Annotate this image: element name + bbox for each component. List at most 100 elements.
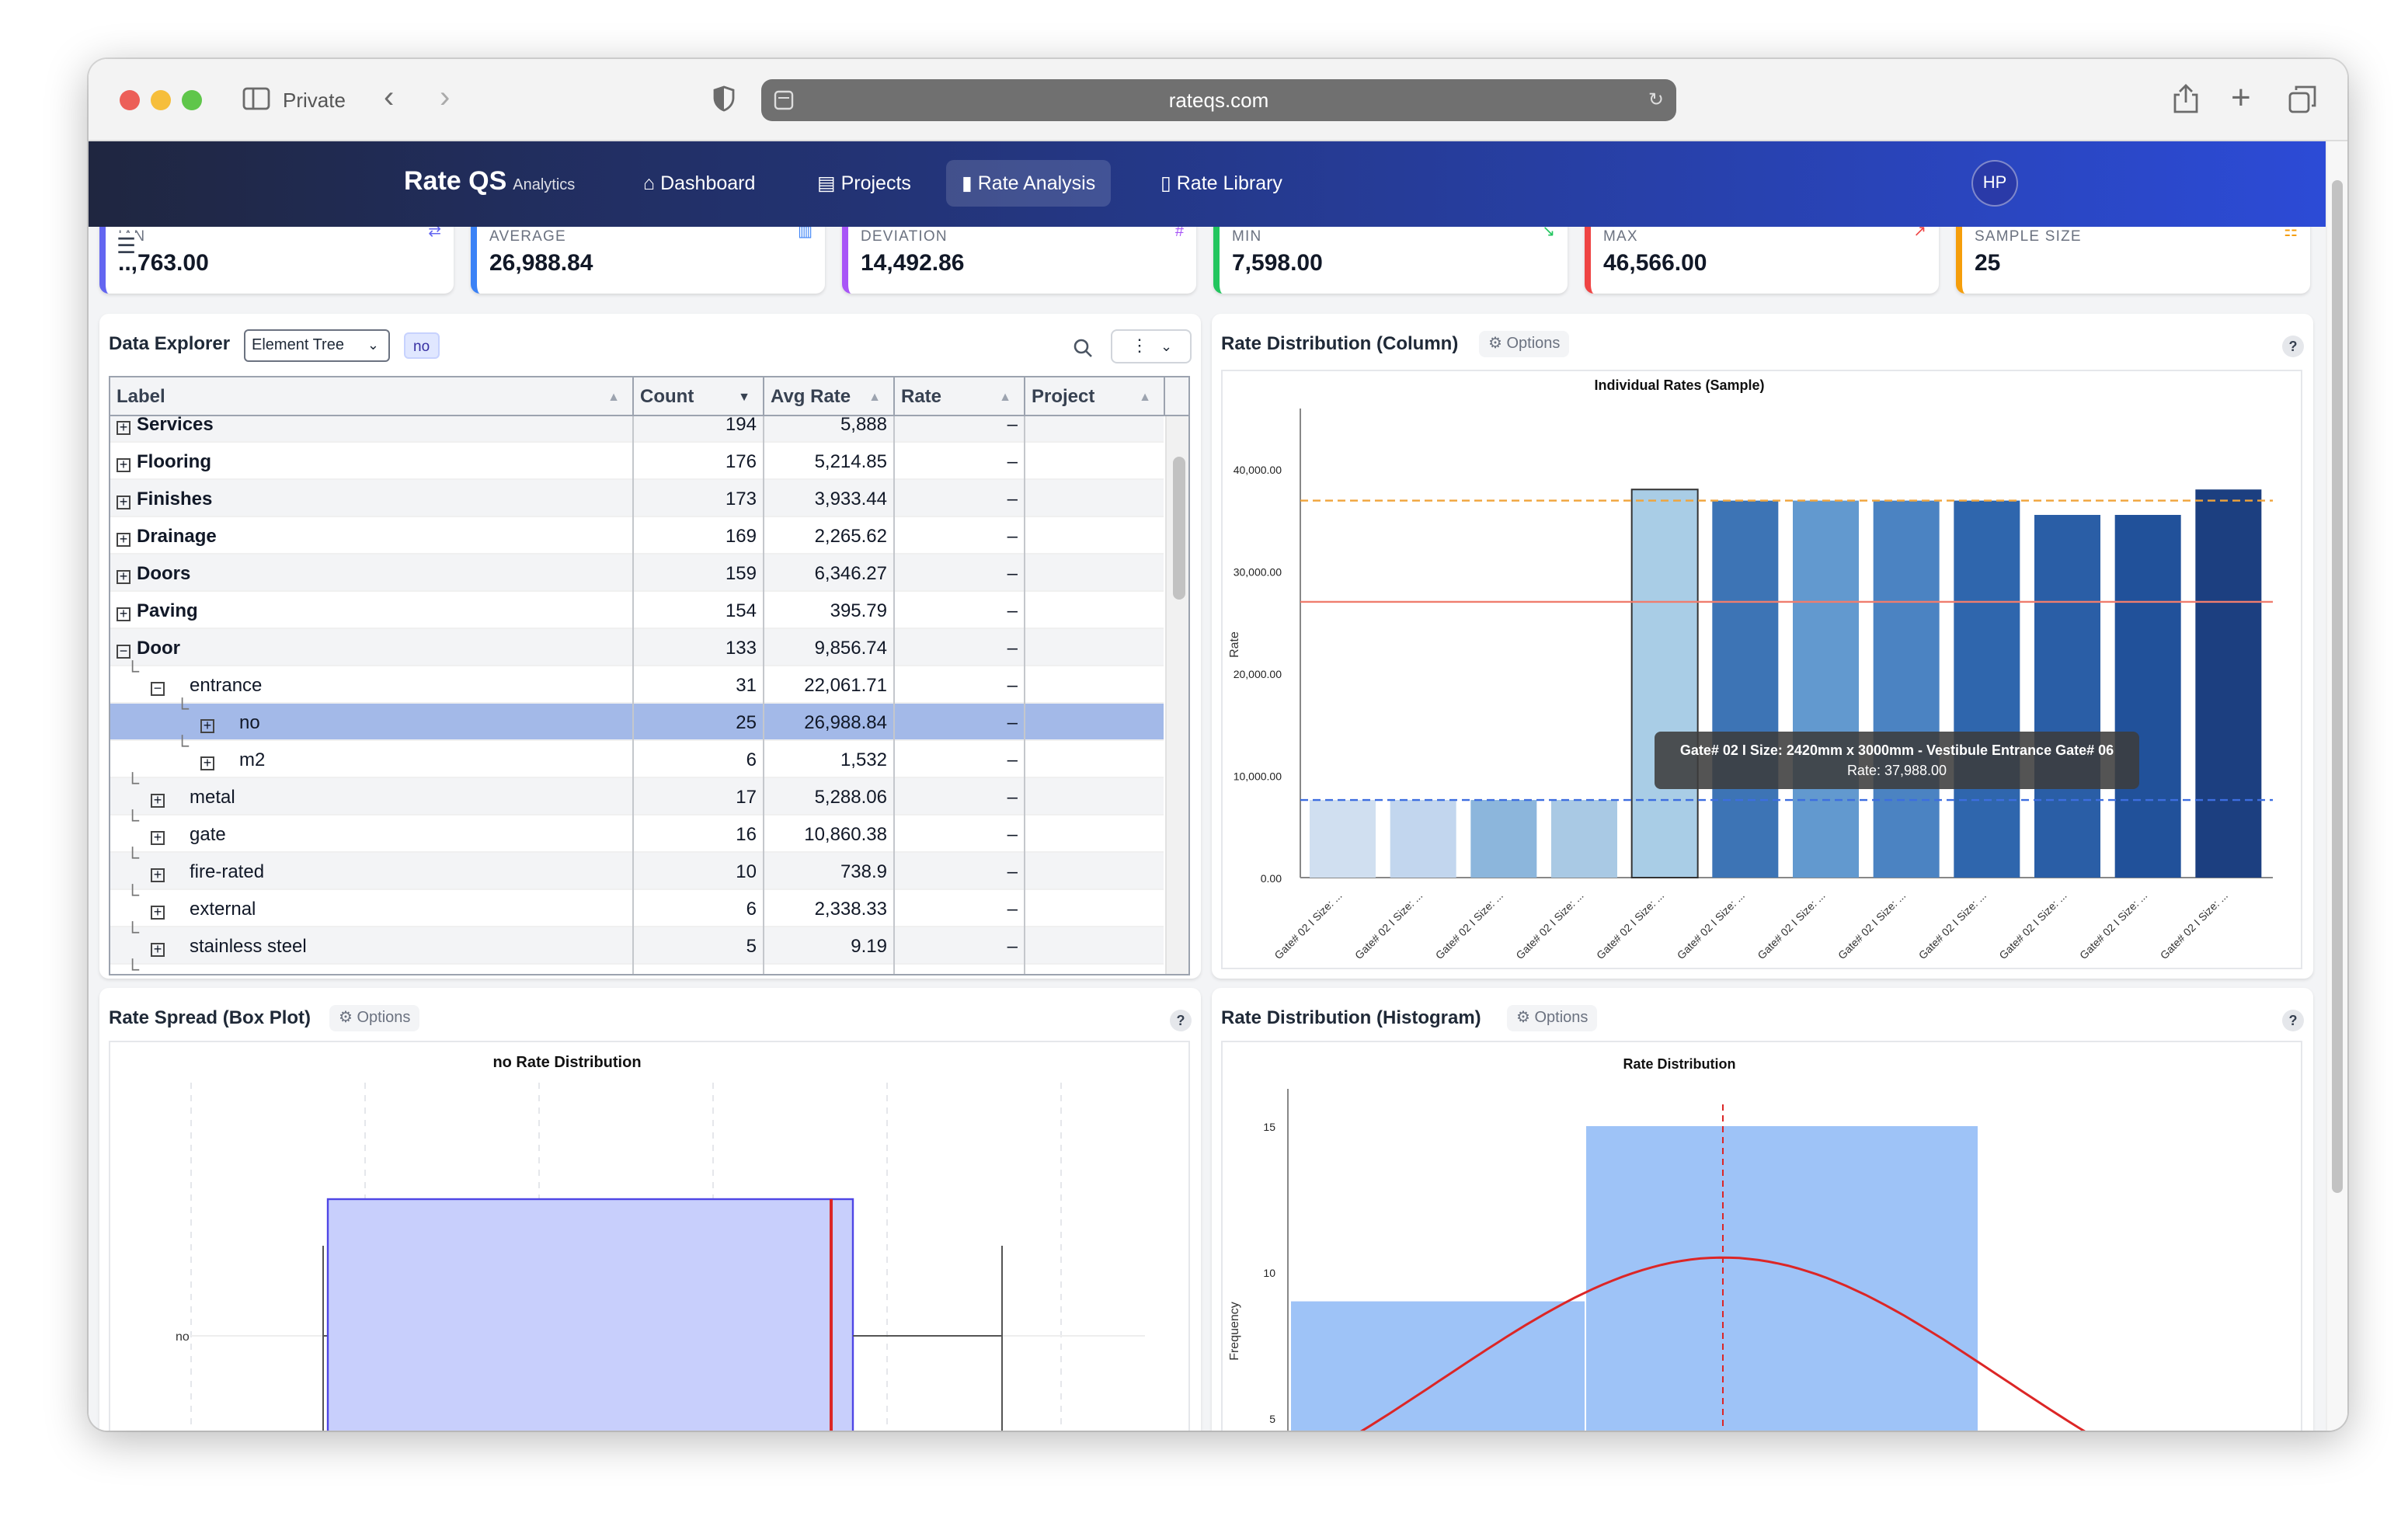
column-options-button[interactable]: ⚙ Options [1479,331,1570,357]
stat-deviation: DEVIATION 14,492.86 # [842,227,1196,294]
back-icon[interactable]: ‹ [384,81,395,115]
app-navbar: Rate QS Analytics ⌂ Dashboard ▤ Projects … [89,141,2326,227]
table-row[interactable]: └ + fire-rated 10 738.9 – [110,847,1164,890]
column-header-label[interactable]: Label ▲ [110,377,634,416]
expand-toggle-icon[interactable]: + [117,420,130,435]
shield-icon[interactable] [713,85,735,112]
column-header-project[interactable]: Project ▲ [1025,377,1165,416]
page-scrollbar[interactable] [2326,141,2347,1431]
histogram-bar[interactable] [1586,1126,1978,1431]
table-row[interactable]: + Drainage 169 2,265.62 – [110,517,1164,555]
tree-connector: └ [126,847,140,868]
expand-toggle-icon[interactable]: + [200,756,214,770]
nav-rate-analysis[interactable]: ▮ Rate Analysis [946,160,1112,207]
column-header-rate[interactable]: Rate ▲ [895,377,1025,416]
tree-connector: └ [176,697,190,719]
table-row[interactable]: + Flooring 176 5,214.85 – [110,443,1164,480]
view-mode-select[interactable]: Element Tree ⌄ [244,329,390,362]
gear-icon: ⚙ [1488,336,1502,353]
histogram-help-icon[interactable]: ? [2282,1010,2304,1031]
column-header-count[interactable]: Count ▼ [634,377,764,416]
table-row[interactable]: └ + m2 6 1,532 – [110,735,1164,778]
y-tick-label: 30,000.00 [1234,565,1282,578]
box-iqr[interactable] [326,1198,854,1431]
close-window-button[interactable] [120,90,140,110]
grid-scrollbar[interactable] [1165,416,1188,974]
histogram-options-button[interactable]: ⚙ Options [1507,1005,1598,1031]
expand-toggle-icon[interactable]: − [151,681,165,696]
table-row[interactable]: └ + no 25 26,988.84 – [110,697,1164,741]
chart-bar[interactable] [1712,500,1779,878]
sidebar-toggle-icon[interactable] [242,87,270,110]
histogram-bar[interactable] [1291,1301,1585,1431]
expand-toggle-icon[interactable]: + [200,718,214,733]
row-avg-rate: 395.79 [830,600,887,621]
box-plot-area: no Rate Distribution no [109,1041,1190,1431]
table-row[interactable]: + Finishes 173 3,933.44 – [110,480,1164,517]
table-row[interactable]: + Doors 159 6,346.27 – [110,555,1164,592]
new-tab-icon[interactable]: + [2231,78,2251,116]
column-chart-area: Individual Rates (Sample) Rate 0.00 10,000.… [1221,370,2302,969]
row-avg-rate: 5,214.85 [814,450,887,472]
share-icon[interactable] [2173,84,2198,113]
expand-toggle-icon[interactable]: + [117,457,130,472]
expand-toggle-icon[interactable]: + [117,569,130,584]
brand-logo[interactable]: Rate QS Analytics [404,166,575,197]
table-row[interactable]: − Door 133 9,856.74 – [110,629,1164,666]
chart-bar[interactable] [2114,514,2181,878]
table-row[interactable]: └ + external 6 2,338.33 – [110,884,1164,927]
row-label: + Doors [117,555,190,592]
table-row[interactable]: + Paving 154 395.79 – [110,592,1164,629]
tree-connector: └ [126,809,140,831]
box-help-icon[interactable]: ? [1170,1010,1192,1031]
expand-toggle-icon[interactable]: + [117,495,130,509]
more-options-button[interactable]: ⋮ ⌄ [1111,329,1192,363]
nav-dashboard[interactable]: ⌂ Dashboard [628,160,771,207]
expand-toggle-icon[interactable]: + [151,830,165,845]
expand-toggle-icon[interactable]: + [117,607,130,621]
column-help-icon[interactable]: ? [2282,336,2304,357]
filter-chip[interactable]: no [404,332,440,359]
table-row[interactable]: └ + gate 16 10,860.38 – [110,809,1164,853]
expand-toggle-icon[interactable]: + [117,532,130,547]
row-label-text: Drainage [137,525,217,547]
nav-rate-library[interactable]: ▯ Rate Library [1145,160,1298,207]
chart-bar[interactable] [1873,500,1940,878]
reload-icon[interactable]: ↻ [1648,89,1664,110]
forward-icon[interactable]: › [440,81,451,115]
zoom-window-button[interactable] [182,90,202,110]
chart-bar[interactable] [1470,800,1537,878]
chart-bar[interactable] [2034,514,2101,878]
minimize-window-button[interactable] [151,90,171,110]
x-tick-label: Gate# 02 I Size: ... [1272,889,1344,961]
row-count: 176 [725,450,757,472]
chart-bar[interactable] [1630,489,1699,878]
chart-bar[interactable] [1390,800,1456,878]
page-scrollbar-thumb[interactable] [2332,180,2343,1193]
expand-toggle-icon[interactable]: − [117,644,130,659]
box-options-button[interactable]: ⚙ Options [329,1005,420,1031]
table-row[interactable]: └ − entrance 31 22,061.71 – [110,660,1164,704]
table-row[interactable]: └ + stainless steel 5 9.19 – [110,921,1164,965]
nav-projects[interactable]: ▤ Projects [802,160,927,207]
chart-bar[interactable] [2195,489,2262,878]
chart-bar[interactable] [1954,500,2020,878]
chart-bar[interactable] [1793,500,1860,878]
header-text: Project [1032,385,1095,407]
address-bar[interactable]: rateqs.com ↻ [761,79,1676,121]
expand-toggle-icon[interactable]: + [151,942,165,957]
expand-toggle-icon[interactable]: + [151,905,165,920]
row-label: + metal [151,778,235,815]
search-icon[interactable] [1074,339,1092,357]
grid-scrollbar-thumb[interactable] [1173,457,1185,600]
chart-bar[interactable] [1310,800,1376,878]
user-avatar[interactable]: HP [1971,160,2018,207]
table-row[interactable]: └ + metal 17 5,288.06 – [110,772,1164,815]
tab-overview-icon[interactable] [2288,85,2316,113]
expand-toggle-icon[interactable]: + [151,793,165,808]
hamburger-menu-icon[interactable]: ☰ [117,233,137,259]
expand-toggle-icon[interactable]: + [151,868,165,882]
chart-bar[interactable] [1551,800,1618,878]
column-header-avg-rate[interactable]: Avg Rate ▲ [764,377,895,416]
table-row[interactable]: └ +timber 4 521.00– [110,958,1164,974]
